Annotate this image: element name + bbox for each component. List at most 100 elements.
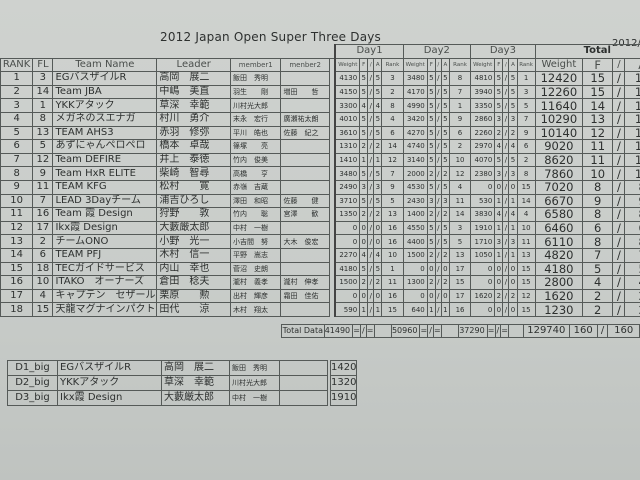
total-f-cell: 15 <box>582 84 614 100</box>
d3-rank-cell: 15 <box>516 261 536 277</box>
header-total-a: A <box>624 57 640 73</box>
d3-rank-cell: 9 <box>516 125 536 141</box>
member2-cell <box>280 302 330 317</box>
d2-weight-cell: 4740 <box>402 139 428 154</box>
rank-cell: 2 <box>0 84 34 100</box>
d2-weight-cell: 2000 <box>402 166 428 181</box>
d1-a-cell: 2 <box>373 207 383 222</box>
member2-cell: 佐藤 健 <box>280 193 330 209</box>
total-weight-cell: 6110 <box>534 234 584 249</box>
d1-weight-cell: 0 <box>334 220 361 236</box>
leader-cell: 井上 泰徳 <box>156 152 232 168</box>
d2-rank-cell: 17 <box>448 288 472 304</box>
d3-weight-cell: 0 <box>470 261 496 277</box>
d3-a-cell: 5 <box>508 71 518 86</box>
d3-a-cell: 1 <box>508 247 518 263</box>
d2-f-cell: 5 <box>426 220 436 236</box>
rank-cell: 16 <box>0 275 34 290</box>
leader-cell: 木村 信一 <box>156 247 232 263</box>
fl-cell: 5 <box>32 139 54 154</box>
total-weight-cell: 10290 <box>534 111 584 127</box>
d3-weight-cell: 2970 <box>470 139 496 154</box>
d1-a-cell: 5 <box>373 84 383 100</box>
fl-cell: 7 <box>32 193 54 209</box>
total-d1-a: = <box>365 324 375 338</box>
member2-cell: 廣瀬祐太朗 <box>280 111 330 127</box>
total-f-cell: 8 <box>582 234 614 249</box>
header-total-weight: Weight <box>534 57 584 73</box>
total-sum-a: 160 <box>607 324 640 338</box>
big-fish-weight-row: 1420 <box>329 360 358 376</box>
d1-rank-cell: 6 <box>381 125 404 141</box>
d2-a-cell: 1 <box>440 302 450 317</box>
fl-cell: 1 <box>32 98 54 113</box>
d3-f-cell: 5 <box>494 84 504 100</box>
team-name-cell: Team JBA <box>52 84 158 100</box>
d1-f-cell: 2 <box>359 207 369 222</box>
total-a-cell: 9 <box>624 193 640 209</box>
big-fish-member2 <box>279 390 328 406</box>
table-row: 15 18 TECガイドサービス 内山 幸也 菅沼 史朗 4180 5/5 1 0 0/0 17 0 0… <box>0 261 640 277</box>
fl-cell: 14 <box>32 84 54 100</box>
member1-cell: 瀧村 義孝 <box>230 275 282 290</box>
d2-rank-cell: 16 <box>448 302 472 317</box>
d1-rank-cell: 11 <box>381 275 404 290</box>
total-d2-rank <box>440 324 460 338</box>
d3-rank-cell: 13 <box>516 247 536 263</box>
d3-a-cell: 5 <box>508 152 518 168</box>
d3-rank-cell: 14 <box>516 193 536 209</box>
d2-rank-cell: 1 <box>448 98 472 113</box>
team-name-cell: EGバスザイルR <box>52 71 158 86</box>
d1-a-cell: 4 <box>373 247 383 263</box>
d3-a-cell: 0 <box>508 302 518 317</box>
total-sum-f: 160 <box>568 324 598 338</box>
d1-f-cell: 1 <box>359 302 369 317</box>
team-name-cell: 天龍マグナインパクト <box>52 302 158 317</box>
d3-a-cell: 0 <box>508 179 518 195</box>
total-weight-cell: 9020 <box>534 139 584 154</box>
rank-cell: 5 <box>0 125 34 141</box>
table-row: 13 2 チームONO 小野 光一 小吉間 努大木 俊宏 0 0/0 16 4400 5/5 5 17… <box>0 234 640 249</box>
d3-f-cell: 0 <box>494 302 504 317</box>
header-member1: member1 <box>230 57 282 73</box>
fl-cell: 17 <box>32 220 54 236</box>
total-slash-cell: / <box>612 152 626 168</box>
total-d2-weight: 50960 <box>390 324 421 338</box>
d1-rank-cell: 10 <box>381 247 404 263</box>
d3-rank-cell: 6 <box>516 139 536 154</box>
fl-cell: 6 <box>32 247 54 263</box>
total-weight-cell: 1620 <box>534 288 584 304</box>
member1-cell: 中村 一樹 <box>230 220 282 236</box>
d3-weight-cell: 2380 <box>470 166 496 181</box>
d2-f-cell: 0 <box>426 261 436 277</box>
big-fish-leader: 大藪厳太郎 <box>161 390 230 406</box>
d1-weight-cell: 1500 <box>334 275 361 290</box>
d3-f-cell: 0 <box>494 261 504 277</box>
total-f-cell: 14 <box>582 98 614 113</box>
d1-a-cell: 5 <box>373 125 383 141</box>
total-sum-weight: 129740 <box>523 324 570 338</box>
d3-a-cell: 5 <box>508 84 518 100</box>
total-slash-cell: / <box>612 125 626 141</box>
d3-a-cell: 3 <box>508 111 518 127</box>
d1-weight-cell: 0 <box>334 288 361 304</box>
total-slash-cell: / <box>612 84 626 100</box>
d1-f-cell: 5 <box>359 193 369 209</box>
table-row: 16 10 ITAKO オーナーズ 倉田 稔夫 瀧村 義孝 瀧村 伸孝 1500 2/2 11 1… <box>0 275 640 290</box>
big-fish-weight-row: 1320 <box>329 375 358 391</box>
d2-rank-cell: 8 <box>448 71 472 86</box>
table-row: 10 7 LEAD 3Dayチーム 浦吉ひろし 澤田 和昭 佐藤 健 3710 5/5 5 243… <box>0 193 640 209</box>
document-date: 2012/ <box>612 38 640 49</box>
d2-weight-cell: 4400 <box>402 234 428 249</box>
leader-cell: 草深 幸範 <box>156 98 232 113</box>
header-d2-weight: Weight <box>402 57 428 73</box>
team-name-cell: チームONO <box>52 234 158 249</box>
fl-cell: 12 <box>32 152 54 168</box>
total-weight-cell: 6670 <box>534 193 584 209</box>
d2-rank-cell: 9 <box>448 111 472 127</box>
d2-weight-cell: 4270 <box>402 125 428 141</box>
team-name-cell: メガネのスエナガ <box>52 111 158 127</box>
d3-a-cell: 2 <box>508 125 518 141</box>
member1-cell: 竹内 聡 <box>230 207 282 222</box>
table-row: 17 4 キャプテン セザール 栗原 勲出村 輝彦 霜田 佳佑 0 0/0 16 0 0/0 17 1… <box>0 288 640 304</box>
